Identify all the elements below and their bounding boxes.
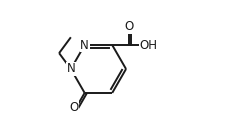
Text: O: O — [124, 20, 134, 33]
Text: OH: OH — [139, 39, 157, 52]
Text: N: N — [66, 63, 75, 75]
Text: O: O — [69, 101, 79, 114]
Text: N: N — [80, 39, 89, 52]
